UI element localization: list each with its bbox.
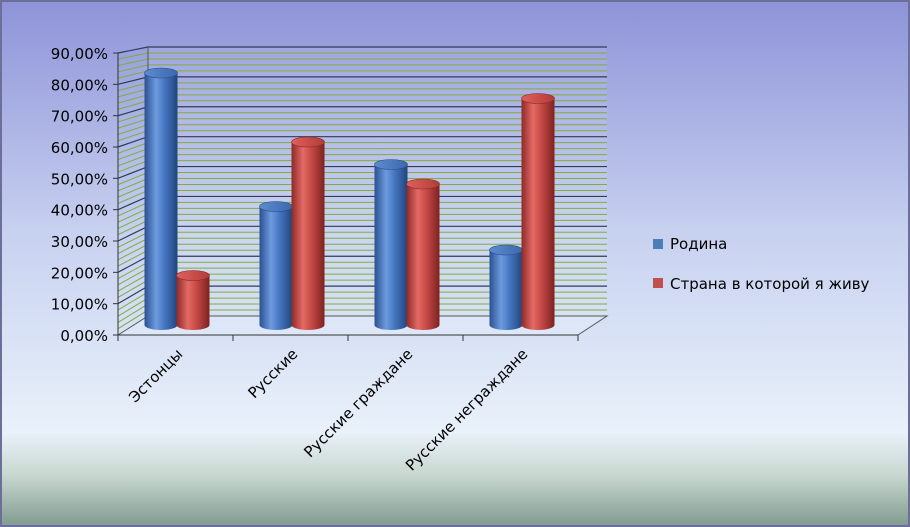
bars-layer bbox=[144, 67, 555, 330]
bar bbox=[176, 270, 210, 330]
y-tick-label: 30,00% bbox=[51, 233, 108, 251]
legend-label-strana: Страна в которой я живу bbox=[670, 275, 870, 293]
y-tick-label: 90,00% bbox=[51, 45, 108, 63]
bar-top bbox=[406, 178, 440, 190]
bar bbox=[489, 244, 523, 330]
legend-swatch-strana bbox=[653, 278, 663, 288]
bar-top bbox=[144, 67, 178, 79]
bar-top bbox=[291, 136, 325, 148]
bar-body bbox=[521, 98, 555, 330]
bar bbox=[374, 159, 408, 330]
y-tick-label: 10,00% bbox=[51, 296, 108, 314]
legend-label-rodina: Родина bbox=[670, 235, 727, 253]
y-tick-label: 60,00% bbox=[51, 139, 108, 157]
y-tick-label: 50,00% bbox=[51, 170, 108, 188]
bar-top bbox=[374, 159, 408, 170]
y-tick-label: 40,00% bbox=[51, 202, 108, 220]
bar-top bbox=[521, 93, 555, 104]
legend-swatch-rodina bbox=[653, 239, 663, 249]
bar-body bbox=[374, 164, 408, 330]
bar-top bbox=[176, 270, 210, 281]
y-tick-label: 20,00% bbox=[51, 264, 108, 282]
bar-body bbox=[144, 73, 178, 330]
bar bbox=[259, 201, 293, 330]
bar bbox=[521, 93, 555, 330]
bar-body bbox=[291, 142, 325, 330]
bar-top bbox=[489, 244, 523, 256]
bar-body bbox=[489, 250, 523, 330]
bar bbox=[406, 178, 440, 330]
bar-body bbox=[406, 184, 440, 330]
y-tick-label: 80,00% bbox=[51, 76, 108, 94]
y-tick-label: 0,00% bbox=[60, 327, 108, 345]
bar-body bbox=[176, 275, 210, 330]
axis-layer: 0,00% 10,00% 20,00% 30,00% 40,00% 50,00% 60,00… bbox=[51, 45, 579, 345]
y-tick-label: 70,00% bbox=[51, 108, 108, 126]
legend: Родина Страна в которой я живу bbox=[653, 235, 870, 293]
bar bbox=[144, 67, 178, 330]
bar-top bbox=[259, 201, 293, 212]
bar-body bbox=[259, 206, 293, 330]
bar bbox=[291, 136, 325, 330]
